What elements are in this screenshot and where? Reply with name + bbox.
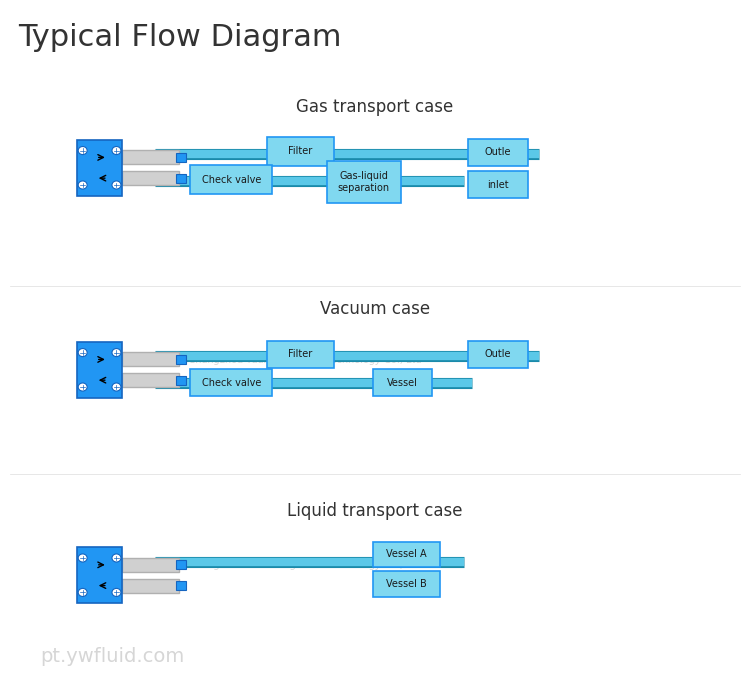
FancyBboxPatch shape [190, 369, 272, 396]
FancyBboxPatch shape [468, 139, 527, 166]
Circle shape [78, 589, 87, 596]
FancyBboxPatch shape [77, 140, 122, 196]
Circle shape [112, 589, 121, 596]
Circle shape [78, 348, 87, 356]
Text: Check valve: Check valve [202, 378, 261, 388]
FancyBboxPatch shape [77, 342, 122, 398]
Circle shape [78, 554, 87, 562]
FancyBboxPatch shape [267, 136, 334, 166]
FancyBboxPatch shape [122, 579, 179, 593]
FancyBboxPatch shape [468, 171, 527, 198]
Text: Outle: Outle [484, 349, 511, 359]
Text: pt.ywfluid.com: pt.ywfluid.com [40, 647, 184, 666]
FancyBboxPatch shape [122, 373, 179, 387]
Text: Liquid transport case: Liquid transport case [287, 502, 463, 520]
FancyBboxPatch shape [122, 557, 179, 572]
FancyBboxPatch shape [468, 341, 527, 368]
Text: Vessel A: Vessel A [386, 549, 427, 559]
Text: Changzhou Yuanwang Fluid Technology Co., Ltd: Changzhou Yuanwang Fluid Technology Co.,… [189, 560, 422, 570]
Text: Changzhou Yuanwang Fluid Technology Co., Ltd: Changzhou Yuanwang Fluid Technology Co.,… [189, 354, 422, 365]
Circle shape [78, 181, 87, 189]
FancyBboxPatch shape [176, 153, 186, 162]
Circle shape [112, 383, 121, 391]
FancyBboxPatch shape [176, 581, 186, 590]
Text: Filter: Filter [289, 146, 313, 156]
Circle shape [112, 181, 121, 189]
Text: Changzhou Yuanwang Fluid Technology Co., Ltd: Changzhou Yuanwang Fluid Technology Co.,… [226, 149, 459, 160]
FancyBboxPatch shape [176, 355, 186, 364]
Text: Gas-liquid
separation: Gas-liquid separation [338, 171, 390, 193]
Text: Vacuum case: Vacuum case [320, 300, 430, 318]
Text: Check valve: Check valve [202, 175, 261, 185]
Circle shape [78, 383, 87, 391]
FancyBboxPatch shape [373, 542, 440, 567]
Text: Outle: Outle [484, 147, 511, 158]
Circle shape [112, 348, 121, 356]
Text: Gas transport case: Gas transport case [296, 98, 454, 116]
Circle shape [78, 147, 87, 155]
FancyBboxPatch shape [176, 375, 186, 385]
FancyBboxPatch shape [122, 150, 179, 164]
FancyBboxPatch shape [267, 341, 334, 368]
Circle shape [112, 147, 121, 155]
FancyBboxPatch shape [373, 571, 440, 597]
FancyBboxPatch shape [176, 174, 186, 183]
FancyBboxPatch shape [77, 547, 122, 603]
Text: Typical Flow Diagram: Typical Flow Diagram [18, 23, 341, 52]
Text: inlet: inlet [487, 180, 508, 189]
FancyBboxPatch shape [122, 352, 179, 367]
FancyBboxPatch shape [373, 369, 432, 396]
FancyBboxPatch shape [190, 165, 272, 194]
FancyBboxPatch shape [326, 161, 401, 203]
Text: Vessel: Vessel [387, 378, 418, 388]
FancyBboxPatch shape [176, 560, 186, 570]
FancyBboxPatch shape [122, 171, 179, 185]
Text: Vessel B: Vessel B [386, 579, 427, 589]
Circle shape [112, 554, 121, 562]
Text: Filter: Filter [289, 349, 313, 359]
